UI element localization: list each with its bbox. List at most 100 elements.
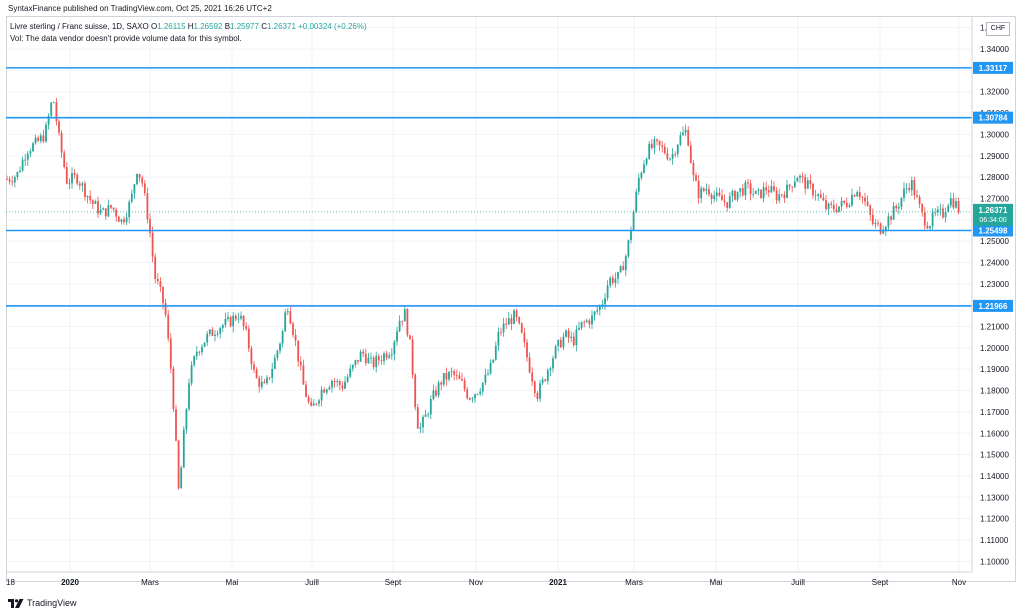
price-tick-label: 1.10000 — [980, 557, 1009, 566]
candle-body — [455, 375, 458, 376]
candle-body — [799, 175, 801, 179]
candle-body — [536, 392, 539, 399]
price-tick-label: 1.34000 — [980, 45, 1009, 54]
candle-body — [788, 184, 791, 187]
candle-body — [632, 211, 635, 231]
candle-body — [809, 180, 812, 184]
price-tick-label: 1.23000 — [980, 280, 1009, 289]
candle-body — [913, 180, 916, 196]
candle-body — [645, 158, 648, 165]
candle-body — [650, 143, 653, 148]
price-tick-label: 1.29000 — [980, 152, 1009, 161]
candle-body — [94, 201, 97, 204]
candle-body — [435, 390, 437, 396]
candle-body — [528, 357, 531, 373]
candle-body — [494, 345, 497, 360]
candle-body — [754, 190, 757, 194]
candle-body — [320, 389, 323, 401]
candle-body — [887, 216, 890, 227]
candle-body — [549, 368, 552, 371]
price-tick-label: 1.19000 — [980, 365, 1009, 374]
tradingview-brand[interactable]: TradingView — [8, 598, 77, 608]
candle-body — [507, 318, 510, 325]
time-tick-label: Mars — [625, 578, 643, 587]
time-tick-label: Nov — [469, 578, 483, 587]
candle-body — [107, 205, 110, 217]
candle-body — [804, 176, 807, 189]
price-tick-label: 1.11000 — [980, 536, 1009, 545]
candle-body — [609, 277, 612, 286]
close-value: 1.26371 — [266, 22, 296, 31]
candle-body — [125, 217, 128, 223]
candle-body — [518, 317, 521, 324]
low-label: B — [224, 22, 231, 31]
candle-body — [624, 256, 627, 271]
candle-body — [944, 211, 947, 218]
candle-body — [50, 102, 53, 116]
candle-body — [640, 172, 643, 178]
candle-body — [819, 194, 822, 198]
candle-body — [871, 214, 874, 224]
candle-body — [786, 184, 788, 198]
candle-body — [294, 334, 297, 341]
candle-body — [715, 192, 718, 196]
candle-body — [622, 266, 625, 271]
time-axis[interactable]: 18 2020 Mars Mai Juill Sept Nov 2021 Mars Mai Juil… — [6, 571, 972, 587]
candle-body — [731, 191, 734, 197]
candle-body — [812, 183, 814, 196]
candle-body — [916, 195, 918, 198]
candle-body — [497, 331, 500, 346]
candle-body — [559, 339, 562, 348]
candle-body — [190, 364, 193, 384]
candle-body — [177, 440, 180, 489]
candle-body — [450, 371, 453, 373]
candle-body — [299, 361, 302, 366]
candle-body — [323, 389, 326, 393]
price-axis[interactable]: 1.10000 1.11000 1.12000 1.13000 1.14000 1.150… — [971, 17, 1009, 572]
candle-body — [128, 201, 131, 218]
candle-body — [533, 381, 536, 393]
currency-badge[interactable]: CHF — [986, 22, 1010, 36]
candle-body — [310, 401, 313, 406]
candle-body — [830, 203, 833, 205]
candle-body — [123, 219, 125, 223]
price-tick-label: 1.14000 — [980, 472, 1009, 481]
candle-body — [136, 173, 138, 185]
price-tick-label: 1.32000 — [980, 88, 1009, 97]
price-tick-label: 1.16000 — [980, 429, 1009, 438]
candle-body — [263, 381, 266, 384]
candle-body — [778, 194, 781, 201]
candle-body — [258, 378, 261, 387]
candle-body — [713, 195, 716, 199]
candle-body — [879, 223, 882, 234]
candle-body — [926, 225, 929, 229]
candle-body — [705, 189, 708, 191]
price-tick-label: 1.25000 — [980, 237, 1009, 246]
candle-body — [861, 197, 864, 198]
candle-body — [390, 354, 393, 356]
candle-body — [208, 329, 211, 334]
candle-body — [448, 372, 450, 380]
candle-body — [328, 387, 331, 390]
candle-body — [780, 194, 783, 196]
tradingview-logo-icon — [8, 598, 24, 608]
candle-body — [463, 380, 466, 390]
candle-body — [734, 191, 736, 200]
candle-body — [229, 316, 232, 327]
horizontal-levels[interactable] — [6, 67, 972, 307]
candle-body — [440, 382, 443, 385]
candle-body — [266, 377, 268, 384]
candle-body — [952, 198, 955, 208]
candle-body — [91, 200, 94, 204]
price-tick-label: 1.28000 — [980, 173, 1009, 182]
candle-body — [297, 340, 300, 362]
candle-body — [97, 201, 99, 214]
candle-body — [159, 281, 162, 287]
candle-body — [16, 171, 19, 178]
candle-body — [167, 314, 170, 339]
candle-body — [377, 356, 380, 361]
candle-body — [702, 188, 705, 191]
volume-note: Vol: The data vendor doesn't provide vol… — [10, 34, 242, 43]
candle-body — [219, 327, 222, 334]
